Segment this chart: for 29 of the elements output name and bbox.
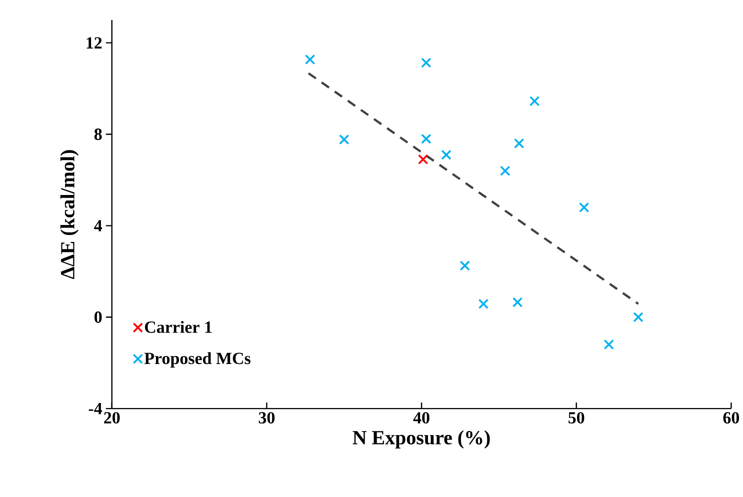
y-tick-label: 8 bbox=[94, 128, 102, 140]
y-tick-label: 0 bbox=[94, 311, 102, 323]
x-tick-label: 20 bbox=[104, 412, 120, 424]
x-axis-title: N Exposure (%) bbox=[352, 430, 490, 448]
point bbox=[529, 96, 540, 106]
x-tick-label: 40 bbox=[413, 412, 430, 424]
x-tick-label: 50 bbox=[568, 412, 584, 424]
x-tick-label: 60 bbox=[723, 412, 740, 424]
point bbox=[604, 339, 614, 350]
point bbox=[418, 154, 428, 164]
point bbox=[633, 312, 644, 322]
point bbox=[304, 54, 316, 64]
point bbox=[421, 133, 432, 144]
point bbox=[338, 134, 350, 144]
legend-label: Proposed MCs bbox=[144, 352, 250, 368]
y-tick-label: 12 bbox=[86, 36, 102, 48]
point bbox=[460, 260, 470, 271]
y-axis-title: ΔΔE (kcal/mol) bbox=[60, 150, 79, 279]
x-tick-label: 30 bbox=[258, 412, 275, 424]
point bbox=[512, 296, 523, 308]
point bbox=[421, 57, 432, 68]
point bbox=[578, 202, 590, 212]
point bbox=[514, 138, 524, 148]
point bbox=[500, 165, 510, 176]
y-tick-label: 4 bbox=[94, 220, 102, 232]
y-tick-label: -4 bbox=[88, 402, 102, 414]
point bbox=[478, 298, 489, 309]
point bbox=[441, 149, 452, 160]
legend-label: Carrier 1 bbox=[144, 320, 212, 333]
